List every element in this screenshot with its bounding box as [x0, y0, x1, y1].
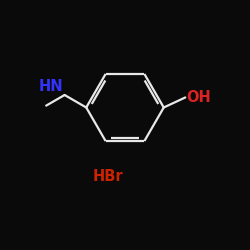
Text: HBr: HBr	[92, 169, 123, 184]
Text: HN: HN	[39, 79, 63, 94]
Text: OH: OH	[186, 90, 211, 105]
